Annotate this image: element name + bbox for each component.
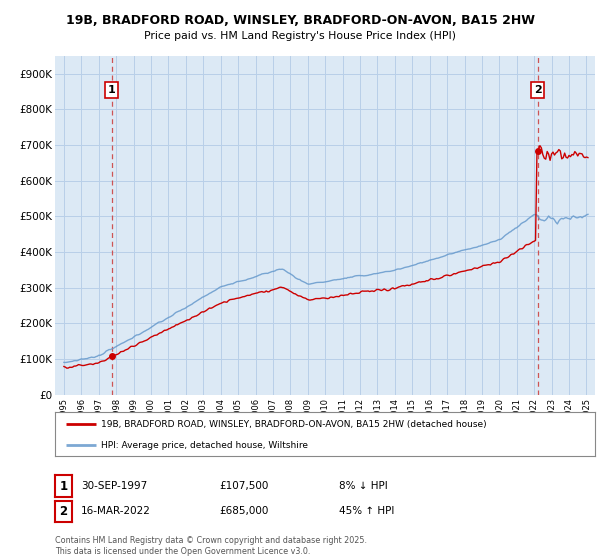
Text: 30-SEP-1997: 30-SEP-1997 bbox=[81, 481, 147, 491]
Text: 1: 1 bbox=[59, 479, 68, 493]
Text: 19B, BRADFORD ROAD, WINSLEY, BRADFORD-ON-AVON, BA15 2HW: 19B, BRADFORD ROAD, WINSLEY, BRADFORD-ON… bbox=[65, 14, 535, 27]
Text: 45% ↑ HPI: 45% ↑ HPI bbox=[339, 506, 394, 516]
Text: 16-MAR-2022: 16-MAR-2022 bbox=[81, 506, 151, 516]
Text: Price paid vs. HM Land Registry's House Price Index (HPI): Price paid vs. HM Land Registry's House … bbox=[144, 31, 456, 41]
Text: £107,500: £107,500 bbox=[219, 481, 268, 491]
Text: 2: 2 bbox=[59, 505, 68, 518]
Text: 1: 1 bbox=[108, 85, 116, 95]
Text: 2: 2 bbox=[534, 85, 542, 95]
Text: 8% ↓ HPI: 8% ↓ HPI bbox=[339, 481, 388, 491]
Text: HPI: Average price, detached house, Wiltshire: HPI: Average price, detached house, Wilt… bbox=[101, 441, 308, 450]
Text: £685,000: £685,000 bbox=[219, 506, 268, 516]
Text: Contains HM Land Registry data © Crown copyright and database right 2025.
This d: Contains HM Land Registry data © Crown c… bbox=[55, 536, 367, 556]
Text: 19B, BRADFORD ROAD, WINSLEY, BRADFORD-ON-AVON, BA15 2HW (detached house): 19B, BRADFORD ROAD, WINSLEY, BRADFORD-ON… bbox=[101, 419, 487, 428]
